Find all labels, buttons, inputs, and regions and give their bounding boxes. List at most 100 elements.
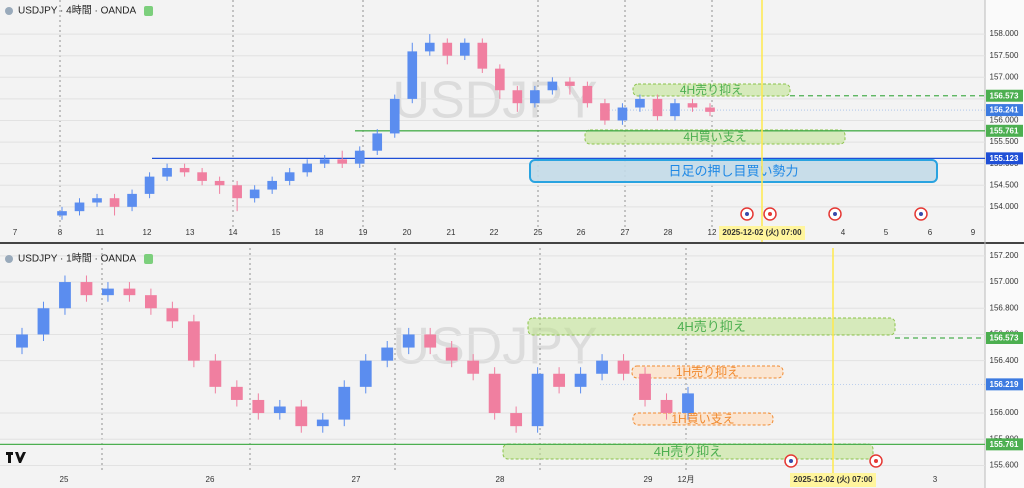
- x-tick-label: 18: [315, 228, 324, 237]
- y-tick-label: 156.000: [990, 116, 1019, 125]
- x-tick-label: 28: [664, 228, 673, 237]
- candle-body: [337, 159, 348, 164]
- y-tick-label: 155.500: [990, 137, 1019, 146]
- y-tick-label: 157.200: [990, 251, 1019, 260]
- zone: [631, 365, 784, 379]
- y-tick-label: 156.800: [990, 303, 1019, 312]
- x-tick-label: 11: [96, 228, 105, 237]
- candle-body: [273, 406, 286, 414]
- x-tick-label: 12月: [678, 475, 695, 484]
- candle-body: [144, 176, 155, 194]
- candle-body: [57, 211, 67, 216]
- candle-body: [600, 103, 610, 121]
- price-badge: [986, 89, 1023, 102]
- candle-body: [687, 103, 698, 108]
- candle-body: [459, 42, 470, 56]
- x-tick-label: 3: [933, 475, 938, 484]
- candle-body: [530, 90, 540, 104]
- candle-body: [488, 373, 501, 414]
- candle-body: [442, 42, 453, 56]
- candle-body: [424, 42, 435, 52]
- candle-body: [660, 399, 673, 414]
- candle-body: [209, 360, 222, 387]
- zone: [632, 412, 774, 426]
- event-icon-dot: [768, 212, 772, 216]
- candle-body: [617, 107, 628, 121]
- x-tick-label: 5: [884, 228, 889, 237]
- zone: [632, 83, 791, 97]
- candle-body: [389, 98, 400, 134]
- cursor-label-bg: [719, 226, 805, 240]
- status-icon: [144, 254, 153, 264]
- candle-body: [553, 373, 566, 387]
- candle-body: [102, 288, 114, 296]
- candle-body: [582, 85, 593, 104]
- candle-body: [127, 193, 137, 207]
- zone: [527, 317, 896, 336]
- candle-body: [162, 167, 172, 177]
- candle-body: [354, 150, 365, 164]
- x-tick-label: 27: [352, 475, 361, 484]
- price-badge: [986, 152, 1023, 165]
- y-tick-label: 154.000: [990, 202, 1019, 211]
- candle-body: [230, 386, 243, 400]
- candle-body: [467, 360, 480, 374]
- candle-body: [682, 393, 694, 414]
- x-tick-label: 20: [403, 228, 412, 237]
- price-badge: [986, 104, 1023, 117]
- x-tick-label: 26: [206, 475, 215, 484]
- y-tick-label: 156.400: [990, 356, 1019, 365]
- candle-body: [381, 347, 394, 361]
- candle-body: [74, 202, 85, 212]
- candle-body: [232, 185, 242, 199]
- x-tick-label: 6: [928, 228, 933, 237]
- candle-body: [596, 360, 608, 374]
- cursor-label: 2025-12-02 (火) 07:00: [722, 228, 802, 237]
- zone-label: 1H売り抑え: [676, 364, 739, 379]
- candle-body: [705, 107, 715, 112]
- x-tick-label: 19: [359, 228, 368, 237]
- candle-body: [123, 288, 136, 296]
- chart-title: USDJPY · 1時間 · OANDA: [18, 253, 136, 265]
- candle-body: [635, 98, 645, 108]
- candle-body: [402, 334, 415, 348]
- x-tick-label: 25: [60, 475, 69, 484]
- y-tick-label: 157.000: [990, 72, 1019, 81]
- candle-body: [359, 360, 372, 387]
- logo-mark: [6, 452, 26, 463]
- event-icon-dot: [833, 212, 837, 216]
- x-tick-label: 7: [13, 228, 18, 237]
- x-tick-label: 28: [496, 475, 505, 484]
- candle-body: [302, 163, 313, 173]
- candle-body: [37, 308, 50, 335]
- price-badge: [986, 378, 1023, 391]
- x-tick-label: 13: [186, 228, 195, 237]
- candle-body: [407, 51, 418, 99]
- candle-body: [59, 282, 71, 309]
- candle-body: [445, 347, 458, 361]
- y-tick-label: 154.500: [990, 180, 1019, 189]
- symbol-icon: [5, 255, 13, 263]
- candle-body: [547, 81, 558, 91]
- status-icon: [144, 6, 153, 16]
- candle-body: [319, 159, 330, 164]
- x-tick-label: 26: [577, 228, 586, 237]
- price-badge-label: 156.573: [990, 91, 1019, 100]
- x-tick-label: 14: [229, 228, 238, 237]
- candle-body: [652, 98, 663, 117]
- candle-body: [109, 198, 120, 207]
- zone-label: 4H売り抑え: [654, 444, 723, 459]
- candle-body: [531, 373, 544, 427]
- price-badge-label: 155.123: [990, 154, 1019, 163]
- candle-body: [338, 386, 351, 420]
- zone-label: 日足の押し目買い勢力: [668, 163, 798, 178]
- x-tick-label: 12: [708, 228, 717, 237]
- zone-label: 4H買い支え: [683, 130, 746, 144]
- x-tick-label: 15: [272, 228, 281, 237]
- candle-body: [510, 413, 523, 427]
- price-badge-label: 156.219: [990, 380, 1019, 389]
- candle-body: [214, 180, 225, 186]
- candle-body: [179, 167, 190, 173]
